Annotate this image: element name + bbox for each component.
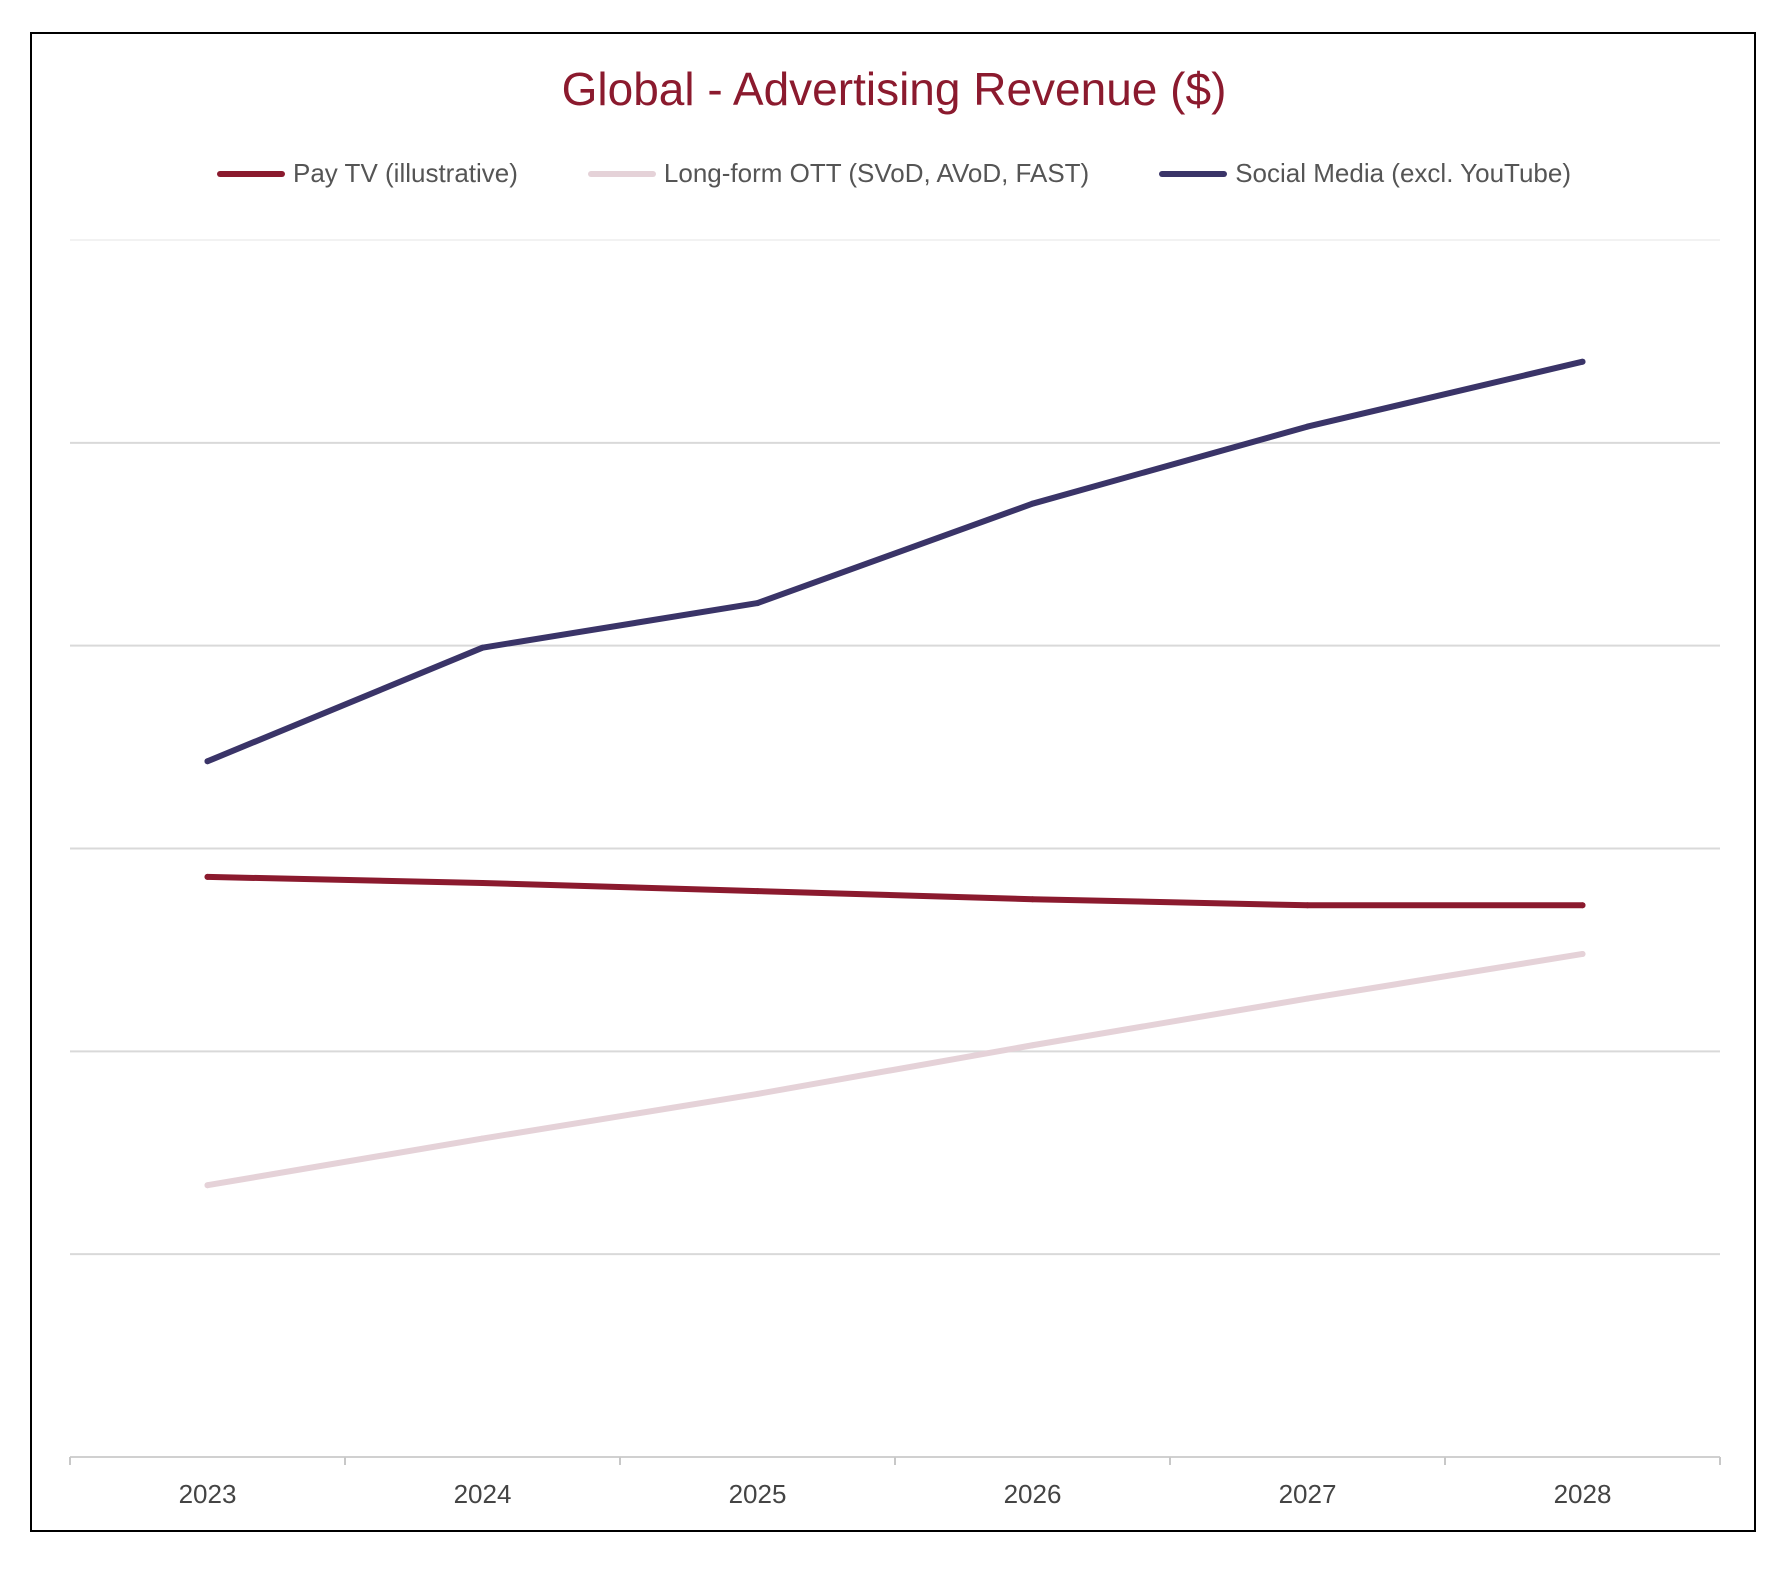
series-2-point-2027 bbox=[1304, 423, 1311, 430]
series-line-1 bbox=[204, 950, 1586, 1189]
series-1-point-2028 bbox=[1579, 950, 1586, 957]
series-1-point-2023 bbox=[204, 1182, 211, 1189]
series-0-point-2025 bbox=[754, 888, 761, 895]
x-tick-label-2026: 2026 bbox=[1004, 1479, 1062, 1509]
legend-swatch-long-form-ott bbox=[587, 170, 656, 177]
series-2-point-2028 bbox=[1579, 358, 1586, 365]
chart-frame bbox=[30, 32, 1756, 1532]
legend-label-pay-tv: Pay TV (illustrative) bbox=[293, 158, 518, 188]
legend-item-social-media: Social Media (excl. YouTube) bbox=[1159, 158, 1571, 189]
series-1-point-2024 bbox=[479, 1135, 486, 1142]
series-0-point-2028 bbox=[1579, 902, 1586, 909]
series-0-point-2027 bbox=[1304, 902, 1311, 909]
series-0-point-2026 bbox=[1029, 896, 1036, 903]
x-tick-label-2028: 2028 bbox=[1554, 1479, 1612, 1509]
x-tick-label-2023: 2023 bbox=[179, 1479, 237, 1509]
series-line-0 bbox=[204, 873, 1586, 909]
series-line-2 bbox=[204, 358, 1586, 765]
legend-label-social-media: Social Media (excl. YouTube) bbox=[1235, 158, 1571, 188]
legend-swatch-social-media bbox=[1159, 170, 1228, 177]
series-1-point-2027 bbox=[1304, 995, 1311, 1002]
series-1-point-2026 bbox=[1029, 1042, 1036, 1049]
series-2-point-2025 bbox=[754, 600, 761, 607]
x-tick-label-2025: 2025 bbox=[729, 1479, 787, 1509]
legend-item-pay-tv: Pay TV (illustrative) bbox=[217, 158, 518, 189]
series-0-point-2024 bbox=[479, 879, 486, 886]
series-2-point-2024 bbox=[479, 644, 486, 651]
series-2-point-2026 bbox=[1029, 500, 1036, 507]
series-1-point-2025 bbox=[754, 1090, 761, 1097]
legend-item-long-form-ott: Long-form OTT (SVoD, AVoD, FAST) bbox=[587, 158, 1090, 189]
x-tick-label-2027: 2027 bbox=[1279, 1479, 1337, 1509]
legend-label-long-form-ott: Long-form OTT (SVoD, AVoD, FAST) bbox=[663, 158, 1090, 188]
chart-legend: Pay TV (illustrative) Long-form OTT (SVo… bbox=[0, 158, 1788, 189]
x-tick-label-2024: 2024 bbox=[454, 1479, 512, 1509]
series-2-point-2023 bbox=[204, 758, 211, 765]
series-0-point-2023 bbox=[204, 873, 211, 880]
legend-swatch-pay-tv bbox=[217, 170, 285, 177]
chart-title: Global - Advertising Revenue ($) bbox=[561, 63, 1227, 115]
